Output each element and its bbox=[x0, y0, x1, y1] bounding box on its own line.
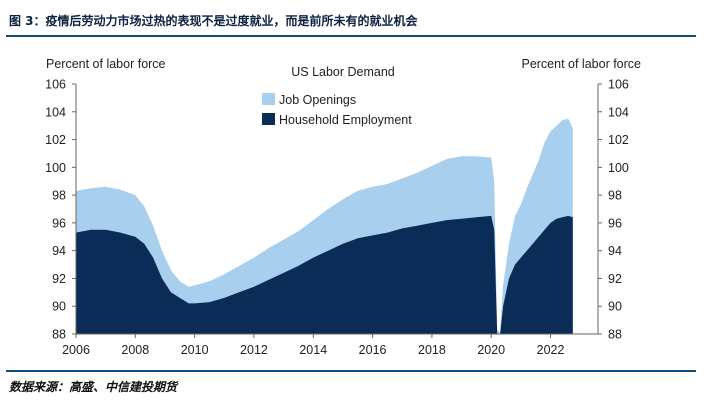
y-tick-right-label: 106 bbox=[608, 78, 629, 92]
x-tick-label: 2020 bbox=[477, 343, 505, 357]
top-rule bbox=[6, 35, 696, 37]
y-tick-right-label: 94 bbox=[608, 244, 622, 258]
data-source: 数据来源：高盛、中信建投期货 bbox=[9, 380, 178, 394]
y-tick-left-label: 102 bbox=[45, 133, 66, 147]
x-tick-label: 2022 bbox=[537, 343, 565, 357]
y-tick-left-label: 92 bbox=[52, 272, 66, 286]
x-tick-label: 2012 bbox=[240, 343, 268, 357]
right-axis-label: Percent of labor force bbox=[521, 57, 641, 71]
area-layer bbox=[76, 118, 573, 334]
figure-title: 图 3：疫情后劳动力市场过热的表现不是过度就业，而是前所未有的就业机会 bbox=[9, 14, 418, 28]
x-tick-label: 2008 bbox=[121, 343, 149, 357]
y-tick-left-label: 88 bbox=[52, 328, 66, 342]
y-tick-right-label: 102 bbox=[608, 133, 629, 147]
x-tick-label: 2006 bbox=[62, 343, 90, 357]
y-tick-right-label: 88 bbox=[608, 328, 622, 342]
y-tick-left-label: 104 bbox=[45, 105, 66, 119]
legend: Job Openings Household Employment bbox=[262, 93, 412, 127]
y-tick-right-label: 100 bbox=[608, 161, 629, 175]
legend-swatch-household-employment bbox=[262, 113, 275, 125]
legend-label-job-openings: Job Openings bbox=[279, 93, 356, 107]
y-tick-left-label: 100 bbox=[45, 161, 66, 175]
x-tick-label: 2010 bbox=[181, 343, 209, 357]
x-tick-label: 2014 bbox=[299, 343, 327, 357]
axis-layer: 88 88 90 90 92 92 94 94 96 96 98 98 100 100 102 102 104 1… bbox=[45, 78, 629, 358]
y-tick-right-label: 90 bbox=[608, 300, 622, 314]
left-axis-label: Percent of labor force bbox=[46, 57, 166, 71]
x-tick-label: 2018 bbox=[418, 343, 446, 357]
bottom-rule bbox=[6, 370, 696, 372]
y-tick-right-label: 92 bbox=[608, 272, 622, 286]
x-tick-label: 2016 bbox=[359, 343, 387, 357]
y-tick-left-label: 96 bbox=[52, 216, 66, 230]
y-tick-left-label: 90 bbox=[52, 300, 66, 314]
y-tick-right-label: 96 bbox=[608, 216, 622, 230]
y-tick-left-label: 106 bbox=[45, 78, 66, 92]
y-tick-right-label: 104 bbox=[608, 105, 629, 119]
area-household-employment bbox=[76, 215, 573, 334]
y-tick-right-label: 98 bbox=[608, 189, 622, 203]
legend-label-household-employment: Household Employment bbox=[279, 113, 412, 127]
legend-swatch-job-openings bbox=[262, 93, 275, 105]
chart-title: US Labor Demand bbox=[291, 65, 395, 79]
y-tick-left-label: 94 bbox=[52, 244, 66, 258]
y-tick-left-label: 98 bbox=[52, 189, 66, 203]
